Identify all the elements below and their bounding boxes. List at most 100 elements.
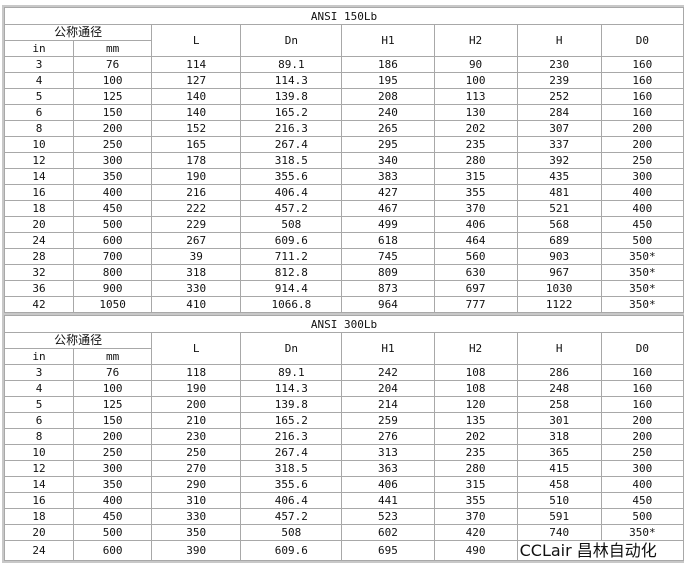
table-row: 14 350 290 355.6 406 315 458 400 bbox=[3, 476, 684, 493]
table-cell: 160 bbox=[600, 364, 684, 381]
table-row: 24 600 267 609.6 618 464 689 500 bbox=[3, 232, 684, 249]
table-title: ANSI 300Lb bbox=[4, 315, 684, 333]
table-cell: 500 bbox=[73, 216, 153, 233]
table-cell: 165 bbox=[151, 136, 242, 153]
table-cell: 114.3 bbox=[240, 72, 343, 89]
table-cell: 186 bbox=[341, 56, 435, 73]
table-cell: 202 bbox=[433, 120, 518, 137]
column-header-in: in bbox=[3, 348, 75, 365]
table-cell: 204 bbox=[341, 380, 435, 397]
table-cell: 18 bbox=[3, 508, 75, 525]
table-cell: 130 bbox=[433, 104, 518, 121]
table-cell: 400 bbox=[73, 184, 153, 201]
table-cell: 3 bbox=[3, 56, 75, 73]
table-cell: 609.6 bbox=[240, 232, 343, 249]
table-cell: 222 bbox=[151, 200, 242, 217]
table-cell: 900 bbox=[73, 280, 153, 297]
table-cell: 523 bbox=[341, 508, 435, 525]
table-cell: 252 bbox=[516, 88, 602, 105]
column-header-h2: H2 bbox=[433, 24, 518, 57]
table-cell: 16 bbox=[3, 184, 75, 201]
table-row: 6 150 210 165.2 259 135 301 200 bbox=[3, 412, 684, 429]
table-cell: 406.4 bbox=[240, 492, 343, 509]
table-cell: 350 bbox=[73, 168, 153, 185]
table-cell: 695 bbox=[341, 540, 435, 561]
table-cell: 450 bbox=[600, 216, 684, 233]
table-row: 18 450 222 457.2 467 370 521 400 bbox=[3, 200, 684, 217]
table-cell: 406.4 bbox=[240, 184, 343, 201]
column-header-mm: mm bbox=[73, 348, 153, 365]
table-cell: 337 bbox=[516, 136, 602, 153]
table-cell: 200 bbox=[600, 120, 684, 137]
table-cell: 190 bbox=[151, 380, 242, 397]
table-cell: 700 bbox=[73, 248, 153, 265]
table-cell: 697 bbox=[433, 280, 518, 297]
table-cell: 267.4 bbox=[240, 136, 343, 153]
table-cell: 8 bbox=[3, 120, 75, 137]
table-row: 3 76 114 89.1 186 90 230 160 bbox=[3, 56, 684, 73]
table-row: 42 1050 410 1066.8 964 777 1122 350* bbox=[3, 296, 684, 313]
table-cell: 3 bbox=[3, 364, 75, 381]
table-cell: 165.2 bbox=[240, 104, 343, 121]
table-cell: 400 bbox=[600, 200, 684, 217]
table-row: 5 125 200 139.8 214 120 258 160 bbox=[3, 396, 684, 413]
table-cell: 42 bbox=[3, 296, 75, 313]
table-cell: 20 bbox=[3, 524, 75, 541]
table-cell: 135 bbox=[433, 412, 518, 429]
table-cell: 508 bbox=[240, 216, 343, 233]
table-cell: 160 bbox=[600, 396, 684, 413]
table-cell: 216.3 bbox=[240, 120, 343, 137]
table-cell: 301 bbox=[516, 412, 602, 429]
table-row: 3 76 118 89.1 242 108 286 160 bbox=[3, 364, 684, 381]
table-cell: 350* bbox=[600, 248, 684, 265]
table-cell: 230 bbox=[151, 428, 242, 445]
table-title: ANSI 150Lb bbox=[4, 7, 684, 25]
table-cell: 300 bbox=[600, 168, 684, 185]
table-cell: 457.2 bbox=[240, 508, 343, 525]
table-row: 14 350 190 355.6 383 315 435 300 bbox=[3, 168, 684, 185]
table-cell: 400 bbox=[600, 476, 684, 493]
table-row: 4 100 127 114.3 195 100 239 160 bbox=[3, 72, 684, 89]
table-cell: 602 bbox=[341, 524, 435, 541]
table-cell: 10 bbox=[3, 136, 75, 153]
table-cell: 300 bbox=[600, 460, 684, 477]
table-cell: 406 bbox=[341, 476, 435, 493]
column-header-mm: mm bbox=[73, 40, 153, 57]
table-cell: 89.1 bbox=[240, 56, 343, 73]
table-cell: 280 bbox=[433, 460, 518, 477]
table-cell: 165.2 bbox=[240, 412, 343, 429]
table-cell: 12 bbox=[3, 152, 75, 169]
table-cell: 318 bbox=[516, 428, 602, 445]
table-row: 6 150 140 165.2 240 130 284 160 bbox=[3, 104, 684, 121]
table-cell: 560 bbox=[433, 248, 518, 265]
table-cell: 355 bbox=[433, 184, 518, 201]
table-cell: 250 bbox=[600, 152, 684, 169]
table-cell: 355.6 bbox=[240, 168, 343, 185]
table-cell: 190 bbox=[151, 168, 242, 185]
table-cell: 383 bbox=[341, 168, 435, 185]
table-row: 12 300 178 318.5 340 280 392 250 bbox=[3, 152, 684, 169]
table-cell: 239 bbox=[516, 72, 602, 89]
table-cell: 481 bbox=[516, 184, 602, 201]
table-cell: 600 bbox=[73, 540, 153, 561]
table-cell: 250 bbox=[73, 136, 153, 153]
table-cell: 415 bbox=[516, 460, 602, 477]
table-cell: 125 bbox=[73, 88, 153, 105]
table-cell: 318.5 bbox=[240, 152, 343, 169]
table-cell: 276 bbox=[341, 428, 435, 445]
table-cell: 280 bbox=[433, 152, 518, 169]
table-row: 8 200 152 216.3 265 202 307 200 bbox=[3, 120, 684, 137]
table-cell: 140 bbox=[151, 104, 242, 121]
table-cell: 267.4 bbox=[240, 444, 343, 461]
column-header-dn: Dn bbox=[240, 24, 343, 57]
table-cell: 210 bbox=[151, 412, 242, 429]
table-cell: 6 bbox=[3, 104, 75, 121]
table-cell: 510 bbox=[516, 492, 602, 509]
column-header-dn: Dn bbox=[240, 332, 343, 365]
table-cell: 235 bbox=[433, 136, 518, 153]
table-row: 16 400 216 406.4 427 355 481 400 bbox=[3, 184, 684, 201]
nominal-size-header: 公称通径 bbox=[3, 332, 153, 349]
table-cell: 711.2 bbox=[240, 248, 343, 265]
table-cell: 363 bbox=[341, 460, 435, 477]
table-cell: 420 bbox=[433, 524, 518, 541]
